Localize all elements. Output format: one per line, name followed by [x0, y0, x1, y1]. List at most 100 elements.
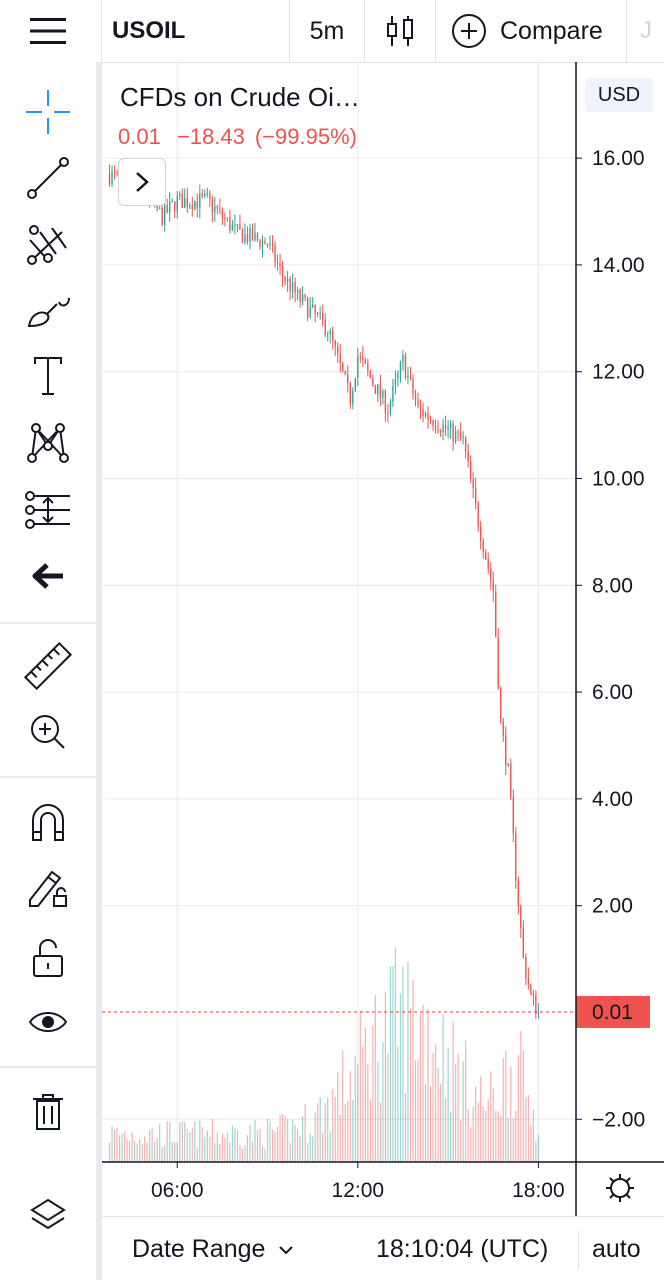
- sidebar-divider: [96, 62, 102, 1280]
- trend-line-icon[interactable]: [18, 152, 78, 204]
- zoom-in-icon[interactable]: [18, 706, 78, 758]
- layers-icon[interactable]: [18, 1190, 78, 1242]
- back-arrow-icon[interactable]: [18, 550, 78, 602]
- candle-body: [369, 370, 372, 379]
- volume-bar: [251, 1141, 254, 1162]
- candle-body: [510, 763, 512, 797]
- price-chart[interactable]: 0.01 16.00 14.00 12.00 10.00 8.00 6.00 4.00 2.0…: [102, 62, 664, 1216]
- more-toolbar-overflow[interactable]: J: [640, 17, 652, 44]
- price-tick-label: 4.00: [592, 788, 633, 811]
- candle-body: [251, 228, 254, 241]
- candle-body: [304, 294, 306, 298]
- candle-body: [434, 426, 437, 430]
- volume-bar: [404, 1093, 407, 1162]
- candle-body: [108, 174, 111, 184]
- brush-icon[interactable]: [18, 284, 78, 336]
- currency-label[interactable]: USD: [585, 78, 653, 112]
- top-toolbar: USOIL 5m Compare J: [0, 0, 664, 63]
- ruler-icon[interactable]: [18, 640, 78, 692]
- volume-bar: [214, 1143, 216, 1162]
- volume-bar: [437, 1068, 439, 1162]
- candle-body: [527, 977, 530, 985]
- candle-body: [256, 233, 259, 240]
- volume-bar: [402, 966, 404, 1162]
- trash-icon[interactable]: [18, 1086, 78, 1138]
- interval-button[interactable]: 5m: [309, 16, 345, 45]
- volume-bar: [317, 1103, 319, 1162]
- volume-bar: [349, 1071, 351, 1162]
- pattern-icon[interactable]: [18, 416, 78, 468]
- candle-body: [505, 735, 507, 766]
- crosshair-icon[interactable]: [18, 86, 78, 138]
- auto-scale-button[interactable]: auto: [592, 1235, 641, 1263]
- volume-bar: [414, 1059, 417, 1162]
- candle-body: [291, 282, 294, 292]
- volume-bar: [455, 1064, 457, 1162]
- candle-body: [532, 993, 535, 996]
- candle-body: [387, 413, 389, 415]
- candle-body: [311, 304, 314, 307]
- candle-body: [319, 312, 321, 314]
- date-range-button[interactable]: Date Range: [132, 1235, 294, 1264]
- candle-body: [482, 541, 484, 553]
- candle-body: [161, 207, 163, 225]
- settings-gear-icon[interactable]: [604, 1172, 636, 1204]
- volume-bar: [357, 1064, 359, 1162]
- prediction-icon[interactable]: [18, 484, 78, 536]
- candle-body: [327, 333, 329, 335]
- volume-bar: [111, 1126, 113, 1162]
- volume-bar: [231, 1125, 234, 1162]
- symbol-button[interactable]: USOIL: [112, 17, 186, 44]
- candlestick-style-icon[interactable]: [365, 0, 435, 62]
- unlock-icon[interactable]: [18, 932, 78, 984]
- magnet-icon[interactable]: [18, 796, 78, 848]
- utc-clock[interactable]: 18:10:04 (UTC): [376, 1235, 549, 1263]
- candle-body: [374, 385, 377, 394]
- candle-body: [234, 224, 236, 226]
- volume-bar: [354, 1056, 356, 1162]
- candle-body: [472, 478, 474, 488]
- compare-button[interactable]: Compare: [450, 0, 610, 62]
- legend-expand-button[interactable]: [118, 158, 166, 206]
- volume-bar: [327, 1097, 329, 1162]
- volume-bar: [184, 1121, 186, 1162]
- hamburger-menu-icon[interactable]: [0, 0, 96, 62]
- lock-drawing-icon[interactable]: [18, 862, 78, 914]
- volume-bar: [189, 1132, 191, 1162]
- pitchfork-icon[interactable]: [18, 218, 78, 270]
- volume-bar: [204, 1137, 206, 1162]
- volume-bar: [487, 1099, 489, 1162]
- volume-bar: [286, 1119, 289, 1162]
- candle-body: [352, 390, 354, 405]
- volume-bar: [191, 1127, 193, 1162]
- text-tool-icon[interactable]: [18, 350, 78, 402]
- candle-body: [530, 984, 532, 994]
- volume-bar: [121, 1133, 123, 1162]
- volume-bar: [389, 966, 392, 1162]
- volume-bar: [397, 1046, 399, 1162]
- volume-bar: [419, 1012, 422, 1162]
- eye-icon[interactable]: [18, 996, 78, 1048]
- volume-bar: [171, 1141, 173, 1162]
- volume-bar: [206, 1130, 208, 1162]
- chart-pane[interactable]: 0.01 16.00 14.00 12.00 10.00 8.00 6.00 4.00 2.0…: [102, 62, 664, 1280]
- candle-body: [332, 330, 334, 341]
- volume-bar: [535, 1141, 537, 1162]
- candle-body: [397, 373, 399, 380]
- candle-body: [301, 294, 304, 302]
- volume-bar: [307, 1142, 309, 1162]
- volume-bar: [239, 1145, 241, 1162]
- candle-body: [399, 362, 402, 374]
- candle-body: [342, 363, 344, 372]
- volume-bar: [500, 1115, 502, 1162]
- candle-body: [402, 355, 404, 363]
- candle-body: [377, 384, 379, 394]
- volume-bar: [480, 1076, 482, 1162]
- candle-body: [449, 423, 452, 429]
- candle-body: [497, 636, 499, 689]
- volume-bar: [382, 1041, 384, 1162]
- volume-bar: [434, 1044, 437, 1162]
- candle-body: [281, 265, 284, 277]
- time-tick-label: 06:00: [151, 1179, 204, 1202]
- legend-title[interactable]: CFDs on Crude Oi…: [120, 82, 360, 112]
